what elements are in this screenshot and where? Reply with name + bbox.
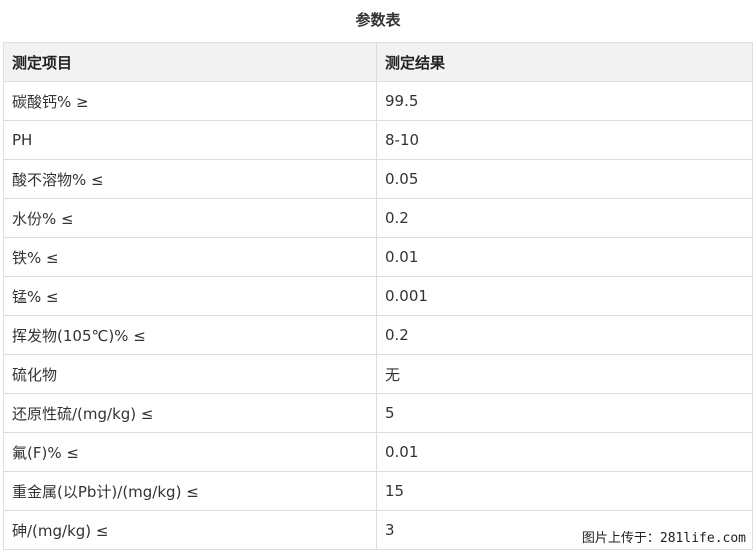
item-cell: 锰% ≤: [3, 276, 377, 316]
table-row: 酸不溶物% ≤0.05: [3, 159, 753, 199]
item-cell: 砷/(mg/kg) ≤: [3, 510, 377, 550]
item-cell: 硫化物: [3, 354, 377, 394]
result-cell: 8-10: [376, 120, 753, 160]
result-cell: 0.01: [376, 432, 753, 472]
table-header-row: 测定项目 测定结果: [3, 42, 753, 82]
result-cell: 5: [376, 393, 753, 433]
result-cell: 99.5: [376, 81, 753, 121]
table-row: 碳酸钙% ≥99.5: [3, 81, 753, 121]
item-cell: 重金属(以Pb计)/(mg/kg) ≤: [3, 471, 377, 511]
table-row: 挥发物(105℃)% ≤0.2: [3, 315, 753, 355]
header-item: 测定项目: [3, 42, 377, 82]
result-cell: 0.001: [376, 276, 753, 316]
result-cell: 0.2: [376, 315, 753, 355]
result-cell: 15: [376, 471, 753, 511]
table-row: 硫化物无: [3, 354, 753, 394]
table-title: 参数表: [355, 11, 401, 29]
item-cell: PH: [3, 120, 377, 160]
result-cell: 0.2: [376, 198, 753, 238]
table-row: 水份% ≤0.2: [3, 198, 753, 238]
table-row: PH 8-10: [3, 120, 753, 160]
header-result: 测定结果: [376, 42, 753, 82]
item-cell: 挥发物(105℃)% ≤: [3, 315, 377, 355]
item-cell: 酸不溶物% ≤: [3, 159, 377, 199]
table-row: 还原性硫/(mg/kg) ≤5: [3, 393, 753, 433]
item-cell: 碳酸钙% ≥: [3, 81, 377, 121]
result-cell: 0.01: [376, 237, 753, 277]
result-cell: 0.05: [376, 159, 753, 199]
parameter-table: 测定项目 测定结果 碳酸钙% ≥99.5 PH 8-10 酸不溶物% ≤0.05 水份%…: [3, 42, 753, 550]
item-cell: 水份% ≤: [3, 198, 377, 238]
watermark: 图片上传于：281life.com: [575, 525, 752, 548]
table-row: 重金属(以Pb计)/(mg/kg) ≤15: [3, 471, 753, 511]
item-cell: 铁% ≤: [3, 237, 377, 277]
result-cell: 无: [376, 354, 753, 394]
table-row: 氟(F)% ≤0.01: [3, 432, 753, 472]
table-row: 锰% ≤0.001: [3, 276, 753, 316]
item-cell: 氟(F)% ≤: [3, 432, 377, 472]
table-row: 铁% ≤0.01: [3, 237, 753, 277]
item-cell: 还原性硫/(mg/kg) ≤: [3, 393, 377, 433]
